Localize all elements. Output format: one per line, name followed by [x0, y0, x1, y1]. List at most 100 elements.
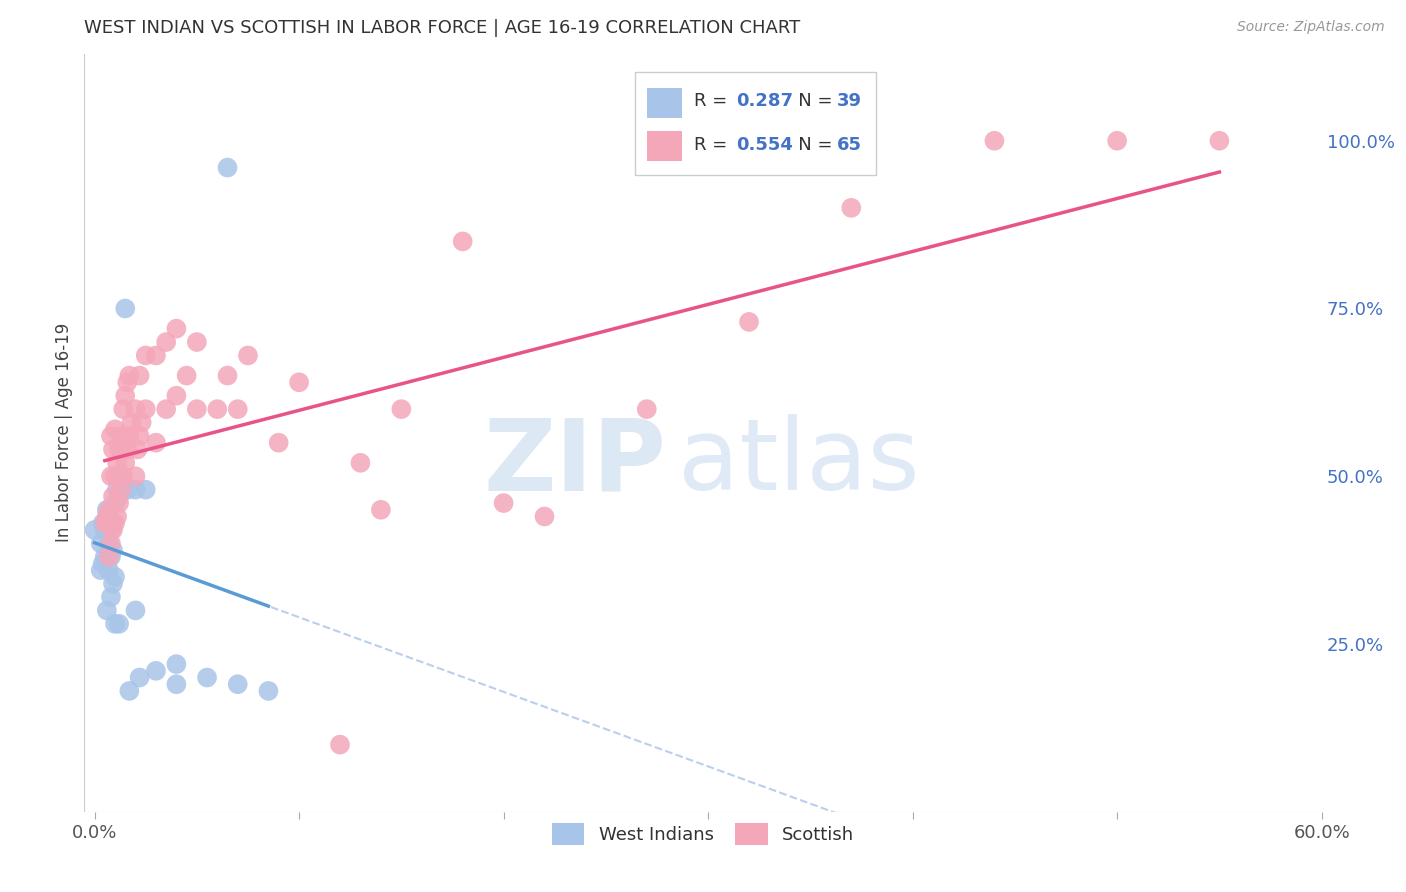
Legend: West Indians, Scottish: West Indians, Scottish: [544, 815, 862, 852]
Point: [100, 429, 122, 443]
Point: [124, 483, 146, 497]
Point: [101, 543, 124, 558]
Point: [124, 603, 146, 617]
Text: N =: N =: [780, 92, 838, 111]
Point: [114, 389, 136, 403]
Point: [533, 509, 555, 524]
Point: [108, 442, 131, 457]
Point: [165, 321, 187, 335]
Point: [636, 402, 658, 417]
Point: [100, 590, 122, 604]
Text: atlas: atlas: [678, 415, 920, 511]
Point: [104, 570, 127, 584]
Point: [101, 576, 124, 591]
Point: [108, 496, 131, 510]
Point: [118, 368, 141, 383]
Point: [100, 523, 122, 537]
Text: N =: N =: [780, 136, 838, 153]
Point: [128, 429, 150, 443]
Point: [114, 456, 136, 470]
Text: 0.554: 0.554: [737, 136, 793, 153]
Point: [108, 616, 131, 631]
Point: [1107, 134, 1129, 148]
Text: ZIP: ZIP: [484, 415, 666, 511]
Point: [90, 563, 112, 577]
Point: [94, 523, 117, 537]
Point: [101, 489, 124, 503]
Text: Source: ZipAtlas.com: Source: ZipAtlas.com: [1237, 20, 1385, 34]
Point: [104, 496, 127, 510]
Point: [101, 442, 124, 457]
Point: [145, 435, 167, 450]
Point: [349, 456, 371, 470]
Text: R =: R =: [695, 92, 734, 111]
Point: [983, 134, 1005, 148]
Point: [451, 235, 474, 249]
Point: [105, 456, 128, 470]
Point: [288, 376, 311, 390]
Point: [97, 549, 120, 564]
Point: [155, 334, 177, 349]
Point: [105, 483, 128, 497]
Point: [96, 509, 118, 524]
Point: [83, 523, 105, 537]
Point: [738, 315, 761, 329]
FancyBboxPatch shape: [647, 131, 682, 161]
Point: [165, 389, 187, 403]
Point: [128, 368, 150, 383]
Point: [91, 557, 114, 571]
Point: [117, 376, 139, 390]
Point: [110, 429, 132, 443]
Point: [195, 671, 218, 685]
Point: [155, 402, 177, 417]
Point: [118, 684, 141, 698]
Point: [97, 563, 120, 577]
Point: [236, 348, 259, 362]
Point: [90, 536, 112, 550]
Point: [1208, 134, 1230, 148]
Text: R =: R =: [695, 136, 734, 153]
Text: 65: 65: [837, 136, 862, 153]
Point: [96, 603, 118, 617]
Point: [124, 402, 146, 417]
Point: [226, 677, 249, 691]
Point: [100, 469, 122, 483]
Point: [165, 657, 187, 672]
Point: [135, 402, 157, 417]
Y-axis label: In Labor Force | Age 16-19: In Labor Force | Age 16-19: [55, 323, 73, 542]
Point: [101, 516, 124, 531]
Text: WEST INDIAN VS SCOTTISH IN LABOR FORCE | AGE 16-19 CORRELATION CHART: WEST INDIAN VS SCOTTISH IN LABOR FORCE |…: [84, 19, 800, 37]
Point: [97, 503, 120, 517]
Point: [110, 469, 132, 483]
Point: [128, 671, 150, 685]
Point: [118, 429, 141, 443]
Point: [217, 161, 239, 175]
Point: [131, 416, 153, 430]
Point: [104, 616, 127, 631]
Point: [108, 489, 131, 503]
Point: [329, 738, 352, 752]
Point: [127, 442, 149, 457]
Point: [370, 503, 392, 517]
Point: [389, 402, 412, 417]
Point: [839, 201, 862, 215]
Point: [114, 301, 136, 316]
FancyBboxPatch shape: [636, 72, 876, 175]
Point: [267, 435, 290, 450]
Point: [120, 416, 142, 430]
Point: [100, 536, 122, 550]
Point: [91, 516, 114, 531]
FancyBboxPatch shape: [647, 87, 682, 118]
Point: [145, 664, 167, 678]
Point: [94, 516, 117, 531]
Text: 39: 39: [837, 92, 862, 111]
Point: [117, 442, 139, 457]
Point: [104, 516, 127, 531]
Point: [112, 469, 135, 483]
Point: [135, 483, 157, 497]
Point: [257, 684, 280, 698]
Point: [124, 469, 146, 483]
Point: [101, 523, 124, 537]
Point: [207, 402, 229, 417]
Point: [186, 334, 208, 349]
